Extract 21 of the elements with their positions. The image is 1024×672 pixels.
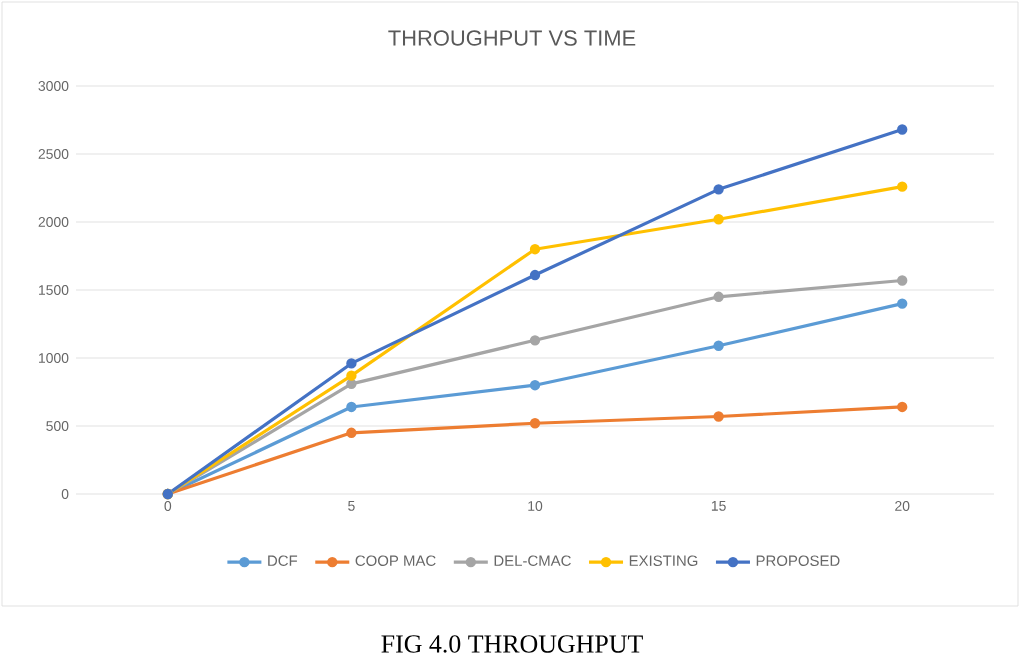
- point: [713, 184, 724, 195]
- point: [529, 418, 541, 429]
- point: [897, 181, 908, 192]
- point: [713, 411, 724, 422]
- point: [346, 370, 357, 381]
- point: [529, 335, 541, 346]
- point: [713, 214, 724, 225]
- caption: FIG 4.0 THROUGHPUT: [381, 635, 643, 653]
- point: [897, 401, 908, 413]
- point: [346, 401, 357, 413]
- point: [529, 269, 541, 281]
- point: [713, 340, 724, 351]
- point: [897, 298, 908, 309]
- point: [529, 380, 541, 391]
- point: [346, 427, 357, 438]
- point: [897, 124, 908, 135]
- point: [346, 358, 357, 369]
- point: [897, 275, 908, 286]
- chart-title: THROUGHPUT VS TIME: [388, 30, 636, 46]
- point: [713, 291, 724, 302]
- point: [529, 244, 541, 255]
